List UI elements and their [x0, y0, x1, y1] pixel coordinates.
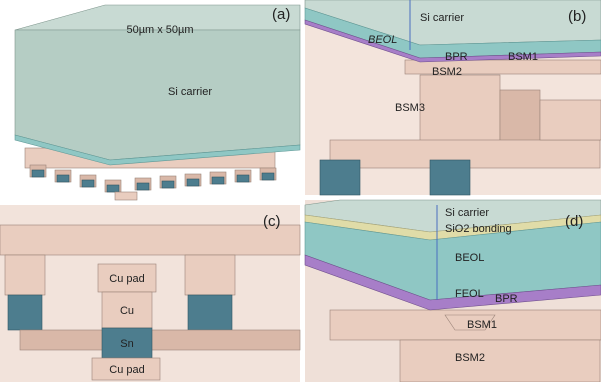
layer-label: BPR: [495, 293, 518, 305]
layer-label: BSM3: [395, 102, 425, 114]
figure: 50µm x 50µm Si carrier (a) Si carrier BE…: [0, 0, 601, 382]
panel-b: Si carrier BEOL BPR BSM1 BSM2 BSM3 (b): [305, 0, 601, 195]
panel-label: (c): [263, 213, 281, 230]
layer-label: BSM2: [432, 66, 462, 78]
part-label: Cu pad: [109, 273, 144, 285]
dimension-label: 50µm x 50µm: [126, 24, 193, 36]
layer-label: SiO2 bonding: [445, 223, 512, 235]
layer-label: Si carrier: [445, 207, 489, 219]
layer-label: BSM2: [455, 352, 485, 364]
layer-label: FEOL: [455, 288, 484, 300]
part-label: Cu pad: [109, 364, 144, 376]
layer-label: Si carrier: [420, 12, 464, 24]
layer-label: BSM1: [508, 51, 538, 63]
panel-label: (a): [272, 6, 290, 23]
panel-a: 50µm x 50µm Si carrier (a): [0, 0, 300, 200]
panel-c: Cu pad Cu Sn Cu pad (c): [0, 205, 300, 382]
panel-d: Si carrier SiO2 bonding BEOL FEOL BPR BS…: [305, 200, 601, 382]
panel-label: (b): [568, 8, 586, 25]
layer-label: BEOL: [455, 252, 484, 264]
panel-label: (d): [565, 213, 583, 230]
carrier-side: [15, 30, 300, 160]
layer-label: BEOL: [368, 34, 397, 46]
layer-label: BSM1: [467, 319, 497, 331]
part-label: Sn: [120, 338, 133, 350]
layer-label: Si carrier: [168, 86, 212, 98]
layer-label: BPR: [445, 51, 468, 63]
part-label: Cu: [120, 305, 134, 317]
